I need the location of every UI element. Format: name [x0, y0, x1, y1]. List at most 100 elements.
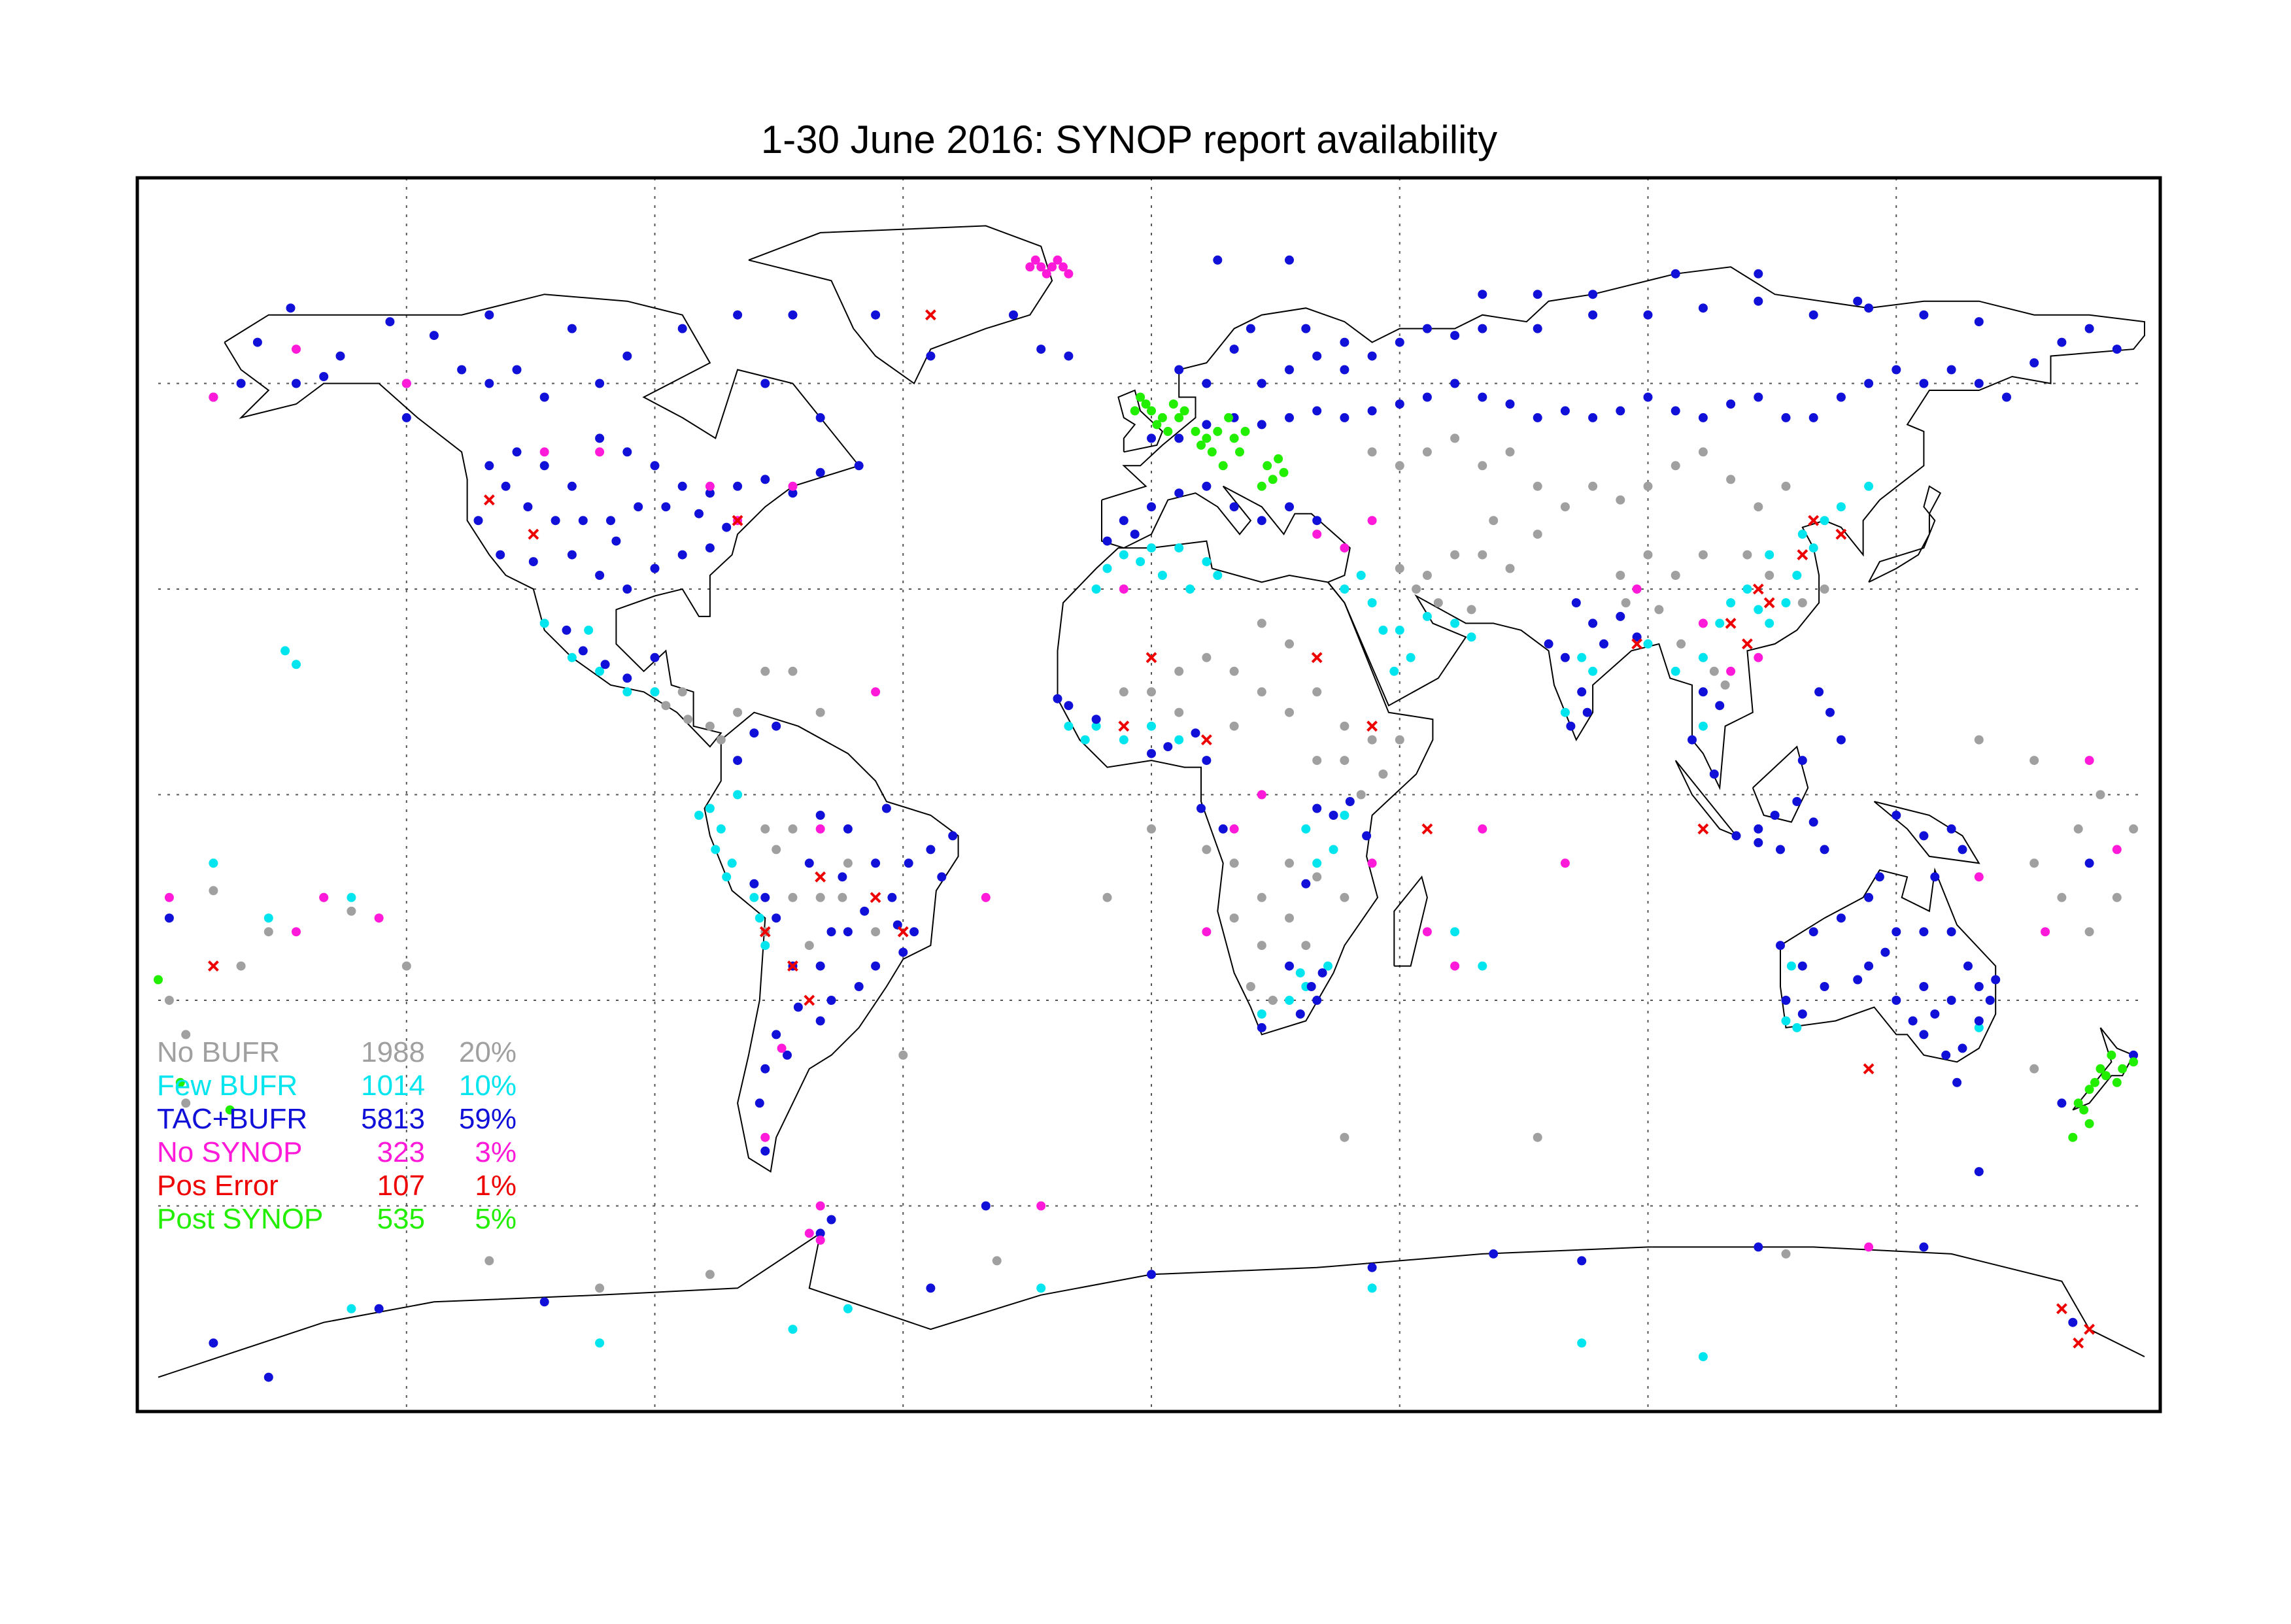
station-dot-tac-bufr [815, 811, 825, 820]
station-cross-pos-error [1741, 638, 1753, 650]
station-dot-tac-bufr [1588, 310, 1598, 320]
station-dot-tac-bufr [1754, 269, 1763, 279]
station-dot-tac-bufr [1825, 707, 1835, 717]
station-dot-tac-bufr [1974, 1016, 1984, 1026]
station-dot-no-bufr [2129, 824, 2139, 834]
station-cross-pos-error [870, 892, 881, 904]
station-dot-tac-bufr [1963, 961, 1973, 971]
station-dot-tac-bufr [1892, 365, 1901, 375]
station-dot-tac-bufr [1781, 413, 1791, 422]
station-cross-pos-error [1200, 734, 1212, 746]
station-dot-no-bufr [1676, 639, 1686, 649]
station-dot-no-synop [815, 824, 825, 834]
station-dot-few-bufr [1367, 598, 1377, 607]
station-dot-tac-bufr [457, 365, 467, 375]
station-dot-tac-bufr [1946, 824, 1956, 834]
legend-row-no-synop: No SYNOP 323 3% [157, 1136, 517, 1168]
station-dot-no-bufr [1147, 824, 1156, 834]
station-dot-few-bufr [1202, 557, 1212, 567]
station-dot-few-bufr [1754, 605, 1763, 615]
station-dot-tac-bufr [523, 502, 533, 512]
station-dot-no-bufr [705, 721, 715, 731]
station-dot-no-bufr [1367, 447, 1377, 457]
station-dot-post-synop [225, 1105, 235, 1115]
coastline-antarctica [158, 1232, 2145, 1378]
station-dot-tac-bufr [1229, 502, 1239, 512]
station-dot-tac-bufr [578, 646, 588, 656]
station-dot-no-bufr [1119, 687, 1129, 697]
station-dot-no-bufr [1505, 447, 1515, 457]
station-dot-tac-bufr [926, 1283, 936, 1293]
coastline-eurasia [1101, 266, 2145, 790]
station-dot-few-bufr [1174, 543, 1184, 553]
station-dot-tac-bufr [1577, 687, 1587, 697]
station-dot-tac-bufr [1808, 310, 1818, 320]
station-dot-post-synop [2101, 1071, 2111, 1081]
station-dot-tac-bufr [1599, 639, 1608, 649]
station-dot-few-bufr [1792, 1023, 1802, 1032]
station-dot-no-synop [1119, 584, 1129, 594]
station-dot-few-bufr [1036, 1283, 1046, 1293]
station-dot-no-bufr [1505, 564, 1515, 573]
station-dot-tac-bufr [749, 728, 759, 738]
station-dot-few-bufr [843, 1304, 853, 1313]
station-dot-tac-bufr [843, 927, 853, 937]
station-dot-no-synop [1047, 262, 1057, 272]
station-dot-post-synop [2084, 1085, 2094, 1094]
station-dot-post-synop [175, 1077, 185, 1087]
station-dot-tac-bufr [1064, 701, 1074, 711]
station-dot-tac-bufr [622, 351, 632, 361]
station-dot-tac-bufr [661, 502, 671, 512]
station-dot-no-bufr [1765, 571, 1774, 580]
station-dot-tac-bufr [1091, 715, 1101, 724]
station-dot-tac-bufr [512, 447, 522, 457]
station-dot-tac-bufr [1064, 351, 1074, 361]
station-dot-tac-bufr [881, 804, 891, 813]
station-dot-tac-bufr [1930, 1009, 1940, 1019]
station-dot-few-bufr [1781, 598, 1791, 607]
coastline-uk [1117, 389, 1164, 453]
station-dot-no-synop [815, 1201, 825, 1211]
station-dot-tac-bufr [2084, 324, 2094, 333]
station-dot-no-bufr [1395, 564, 1404, 573]
station-dot-tac-bufr [1163, 742, 1173, 752]
station-dot-few-bufr [539, 618, 549, 628]
station-dot-no-bufr [209, 886, 218, 896]
station-dot-no-bufr [838, 892, 847, 902]
station-dot-tac-bufr [1836, 392, 1846, 402]
station-cross-pos-error [1835, 528, 1847, 540]
station-dot-tac-bufr [1285, 255, 1294, 265]
station-dot-few-bufr [1356, 571, 1366, 580]
station-dot-tac-bufr [401, 413, 411, 422]
station-dot-post-synop [1168, 399, 1178, 409]
station-dot-tac-bufr [1218, 824, 1228, 834]
station-dot-tac-bufr [1836, 913, 1846, 923]
station-dot-few-bufr [1295, 968, 1305, 978]
station-dot-no-bufr [1450, 550, 1460, 560]
station-dot-few-bufr [1119, 735, 1129, 745]
station-dot-tac-bufr [838, 872, 847, 882]
station-dot-tac-bufr [1395, 337, 1404, 347]
station-dot-tac-bufr [634, 502, 643, 512]
station-dot-tac-bufr [1919, 927, 1929, 937]
station-dot-post-synop [1147, 406, 1156, 416]
station-dot-no-synop [292, 345, 301, 354]
station-dot-tac-bufr [1367, 1262, 1377, 1272]
station-dot-tac-bufr [1257, 420, 1266, 430]
station-dot-tac-bufr [1340, 365, 1349, 375]
station-dot-no-bufr [1202, 652, 1212, 662]
station-dot-tac-bufr [887, 892, 897, 902]
station-dot-tac-bufr [335, 351, 345, 361]
station-dot-few-bufr [1257, 1009, 1266, 1019]
station-dot-tac-bufr [1533, 413, 1542, 422]
station-dot-few-bufr [1864, 481, 1874, 491]
station-dot-post-synop [2096, 1064, 2105, 1074]
station-dot-tac-bufr [1671, 406, 1680, 416]
station-dot-tac-bufr [1864, 961, 1874, 971]
station-dot-tac-bufr [1797, 1009, 1807, 1019]
station-dot-tac-bufr [1285, 413, 1294, 422]
station-dot-tac-bufr [1808, 817, 1818, 827]
station-dot-few-bufr [1378, 625, 1388, 635]
station-dot-no-bufr [1533, 530, 1542, 539]
legend-percent: 59% [459, 1103, 517, 1135]
